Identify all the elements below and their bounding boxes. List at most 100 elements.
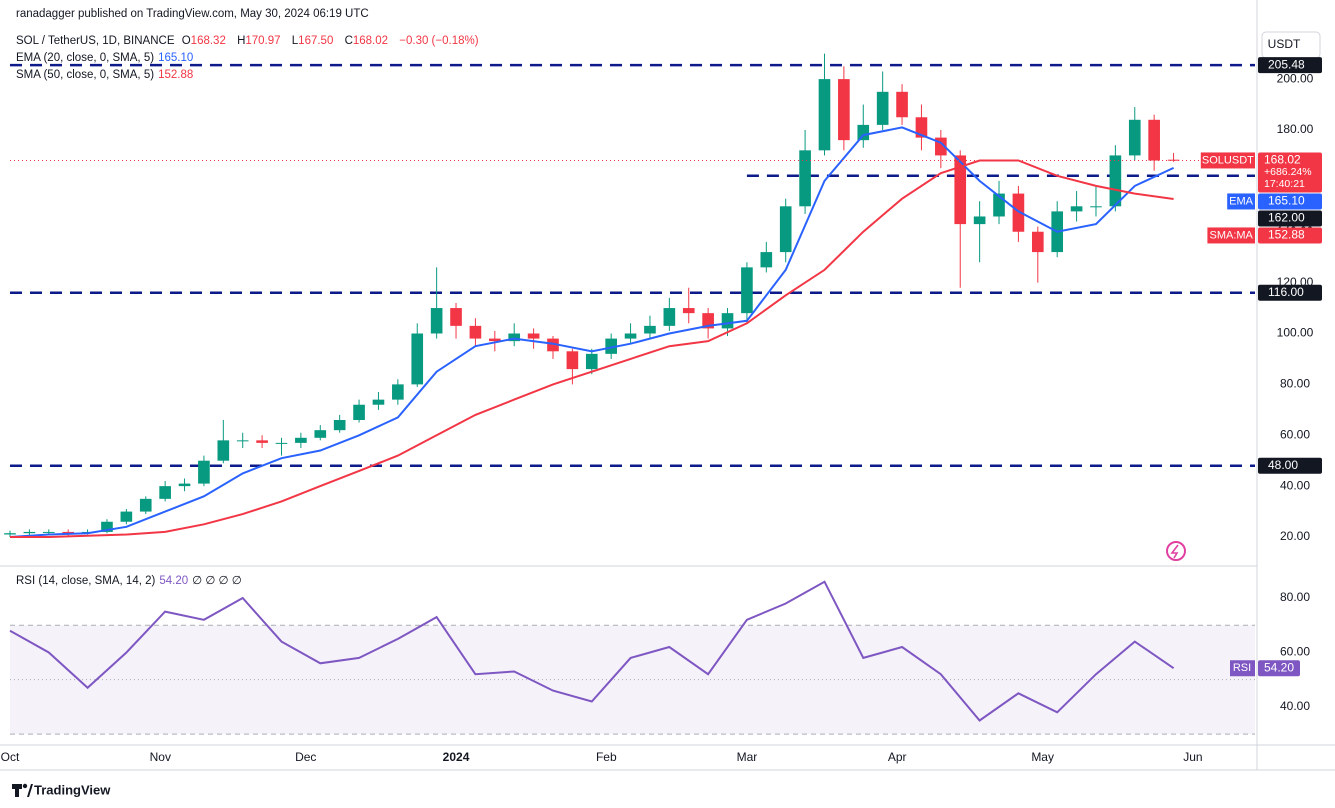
x-tick-label: May xyxy=(1031,750,1054,764)
candle-body xyxy=(896,91,908,118)
line-series xyxy=(10,159,1174,538)
x-tick-label: Oct xyxy=(1,750,20,764)
candle-body xyxy=(585,353,598,370)
currency: USDT xyxy=(1268,37,1301,51)
key: H xyxy=(237,35,246,47)
candle-body xyxy=(1167,159,1180,161)
candle-body xyxy=(1070,206,1083,212)
candle-body xyxy=(527,333,540,339)
y-tick-label: 200.00 xyxy=(1277,71,1314,85)
value: 170.97 xyxy=(245,35,281,47)
candle-body xyxy=(508,333,521,342)
candle-body xyxy=(1109,155,1122,207)
value: 152.88 xyxy=(158,69,194,81)
candle-body xyxy=(779,206,792,253)
y-tick-label: 40.00 xyxy=(1280,699,1310,713)
value: 165.10 xyxy=(158,52,194,64)
ohlc-l: L167.50 xyxy=(292,35,338,47)
x-tick-label: Apr xyxy=(888,750,907,764)
candle-body xyxy=(935,137,947,156)
axis-badge-text: +686.24% xyxy=(1264,166,1312,178)
badge-tag-text: EMA xyxy=(1229,195,1254,207)
change: −0.30 (−0.18%) xyxy=(399,35,479,47)
axis-badge-text: 168.02 xyxy=(1264,153,1301,167)
label: SMA (50, close, 0, SMA, 5) xyxy=(16,69,155,81)
value: 168.02 xyxy=(352,35,389,47)
badge-tag-text: RSI xyxy=(1233,662,1251,674)
candle-body xyxy=(1128,119,1141,156)
candle-body xyxy=(973,216,986,225)
label: EMA (20, close, 0, SMA, 5) xyxy=(16,52,155,64)
candle-body xyxy=(1090,206,1102,208)
sma-legend: SMA (50, close, 0, SMA, 5) 152.88 xyxy=(16,69,197,81)
line-series xyxy=(9,580,1175,722)
candle-body xyxy=(799,150,811,207)
candle-body xyxy=(430,308,443,334)
axis-badge xyxy=(1258,660,1300,677)
candle-body xyxy=(236,440,249,442)
line-series xyxy=(9,126,1175,538)
badge-tag xyxy=(1230,660,1255,677)
candle-body xyxy=(818,79,831,151)
candle-body xyxy=(547,338,559,352)
axis-badge-text: 165.10 xyxy=(1268,194,1305,208)
y-tick-label: 180.00 xyxy=(1277,122,1314,136)
candle-body xyxy=(159,486,171,499)
x-tick-label: Mar xyxy=(737,750,758,764)
value: 168.32 xyxy=(190,35,226,47)
candle-body xyxy=(876,91,889,125)
tv-logo xyxy=(12,783,33,797)
candle-body xyxy=(256,440,268,443)
x-tick-label: Nov xyxy=(150,750,171,764)
candle-body xyxy=(120,511,133,522)
candle-body xyxy=(392,384,404,400)
ohlc-h: H170.97 xyxy=(237,35,285,47)
candle-body xyxy=(682,308,695,314)
x-tick-label: Feb xyxy=(596,750,617,764)
key: C xyxy=(344,35,353,47)
axis-badge-text: 54.20 xyxy=(1264,660,1294,674)
candle-body xyxy=(1012,193,1025,232)
candle-body xyxy=(314,430,327,438)
axis-badge xyxy=(1258,193,1322,210)
y-tick-label: 100.00 xyxy=(1277,326,1314,340)
candle-body xyxy=(372,399,385,405)
y-tick-label: 60.00 xyxy=(1280,427,1310,441)
x-tick-label: Jun xyxy=(1183,750,1202,764)
value: 167.50 xyxy=(298,35,334,47)
axis-badge-text: 162.00 xyxy=(1268,211,1305,225)
alert-icon[interactable] xyxy=(1166,541,1186,561)
axis-badge xyxy=(1258,210,1322,227)
candle-body xyxy=(353,404,365,420)
publisher: ranadagger published on TradingView.com,… xyxy=(16,8,369,20)
axis-badge-text: 152.88 xyxy=(1268,228,1305,242)
extra: ∅ ∅ ∅ ∅ xyxy=(192,575,242,587)
y-tick-label: 60.00 xyxy=(1280,645,1310,659)
axis-badge xyxy=(1258,152,1322,193)
y-tick-label: 80.00 xyxy=(1280,377,1310,391)
candle-body xyxy=(857,124,870,141)
badge-tag xyxy=(1227,193,1255,210)
candle-body xyxy=(954,155,967,225)
ohlc-c: C168.02 xyxy=(345,35,393,47)
key: L xyxy=(291,35,299,47)
rsi-band-fill xyxy=(10,625,1255,735)
badge-tag xyxy=(1200,152,1255,169)
candle-body xyxy=(721,313,734,329)
candle-body xyxy=(333,419,346,431)
y-tick-label: 20.00 xyxy=(1280,529,1310,543)
axis-badge-text: 48.00 xyxy=(1268,458,1298,472)
axis-badge-text: 205.48 xyxy=(1268,57,1305,71)
label: RSI (14, close, SMA, 14, 2) xyxy=(16,575,156,587)
candle-body xyxy=(915,117,928,138)
candle-body xyxy=(178,483,191,487)
badge-tag-text: SMA:MA xyxy=(1209,229,1253,241)
candle-body xyxy=(1031,231,1044,253)
candle-body xyxy=(198,460,210,484)
candle-body xyxy=(644,325,656,334)
axis-badge-text: 17:40:21 xyxy=(1264,178,1305,190)
candle-body xyxy=(566,351,579,370)
candle-body xyxy=(838,79,850,141)
candle-body xyxy=(993,193,1005,217)
